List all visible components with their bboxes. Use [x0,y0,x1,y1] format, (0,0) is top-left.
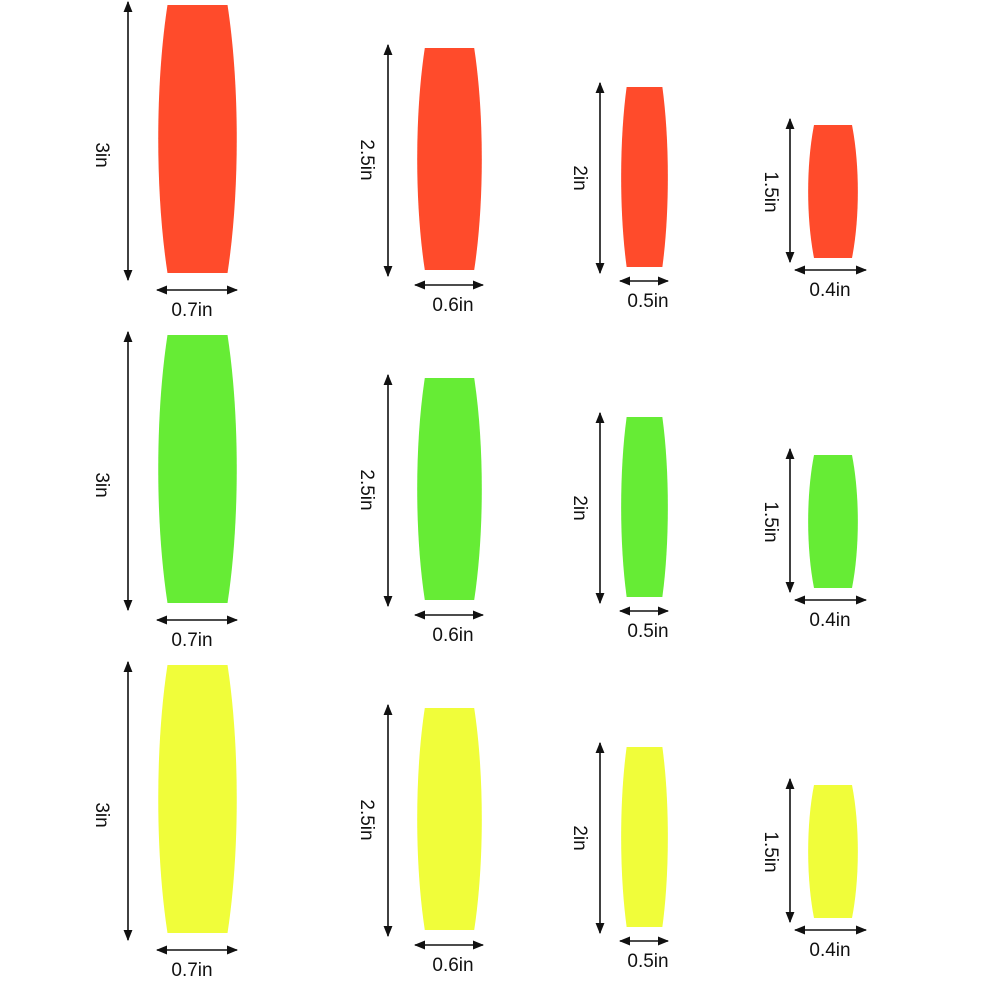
float [621,417,668,597]
width-label: 0.7in [171,300,212,321]
float [158,665,237,933]
float [621,747,668,927]
height-label: 3in [91,142,112,167]
float [808,455,858,588]
float [417,708,482,930]
height-label: 1.5in [760,171,781,212]
height-label: 3in [91,472,112,497]
width-label: 0.7in [171,630,212,651]
width-label: 0.6in [432,955,473,976]
float [808,125,858,258]
height-label: 2.5in [356,469,377,510]
float [158,335,237,603]
float [417,48,482,270]
width-label: 0.5in [627,951,668,972]
float [417,378,482,600]
width-label: 0.4in [809,610,850,631]
height-label: 2in [569,165,590,190]
width-label: 0.6in [432,625,473,646]
height-label: 1.5in [760,501,781,542]
width-label: 0.5in [627,621,668,642]
height-label: 2in [569,825,590,850]
height-label: 2.5in [356,799,377,840]
height-label: 1.5in [760,831,781,872]
height-label: 2.5in [356,139,377,180]
width-label: 0.5in [627,291,668,312]
height-label: 3in [91,802,112,827]
width-label: 0.4in [809,280,850,301]
width-label: 0.4in [809,940,850,961]
float [808,785,858,918]
float [621,87,668,267]
width-label: 0.7in [171,960,212,981]
width-label: 0.6in [432,295,473,316]
height-label: 2in [569,495,590,520]
float [158,5,237,273]
